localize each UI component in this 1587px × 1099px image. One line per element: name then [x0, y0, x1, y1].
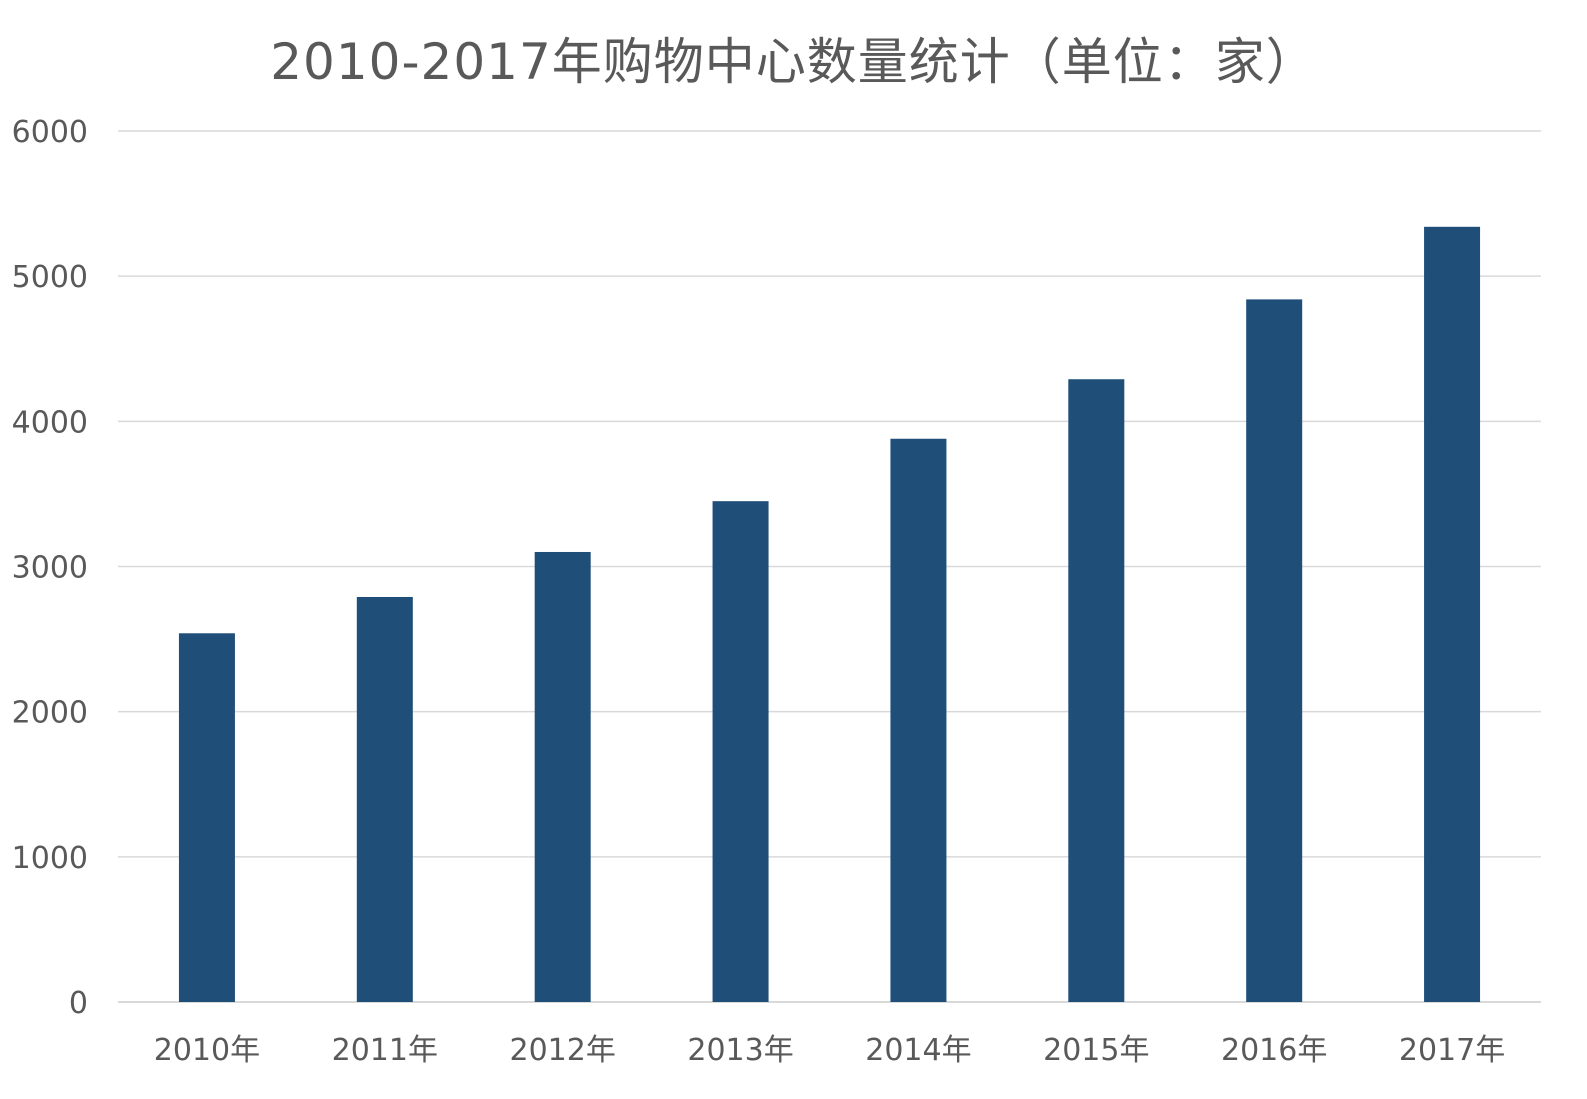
chart-title: 2010-2017年购物中心数量统计（单位：家） [270, 33, 1317, 91]
x-tick-label: 2013年 [687, 1033, 793, 1068]
x-tick-label: 2012年 [510, 1033, 616, 1068]
x-tick-label: 2017年 [1399, 1033, 1505, 1068]
y-tick-label: 6000 [12, 115, 88, 150]
x-tick-label: 2015年 [1043, 1033, 1149, 1068]
y-tick-label: 5000 [12, 260, 88, 295]
x-tick-label: 2016年 [1221, 1033, 1327, 1068]
bar-7 [1424, 226, 1481, 1002]
y-tick-label: 2000 [12, 696, 88, 731]
bar-6 [1246, 299, 1303, 1003]
x-tick-label: 2014年 [865, 1033, 971, 1068]
bar-3 [712, 501, 769, 1002]
x-tick-label: 2011年 [332, 1033, 438, 1068]
x-axis-ticks: 2010年 2011年 2012年 2013年 2014年 2015年 2016年 2017年 [154, 1033, 1505, 1068]
bar-0 [178, 633, 235, 1002]
x-tick-label: 2010年 [154, 1033, 260, 1068]
bar-1 [356, 596, 413, 1002]
gridlines [118, 130, 1541, 1003]
y-tick-label: 3000 [12, 551, 88, 586]
bar-2 [534, 551, 591, 1002]
bars [178, 226, 1481, 1003]
y-tick-label: 4000 [12, 405, 88, 440]
y-axis-ticks: 0 1000 2000 3000 4000 5000 6000 [12, 115, 88, 1021]
bar-4 [890, 438, 947, 1003]
bar-5 [1068, 379, 1125, 1002]
y-tick-label: 0 [69, 986, 88, 1021]
y-tick-label: 1000 [12, 841, 88, 876]
